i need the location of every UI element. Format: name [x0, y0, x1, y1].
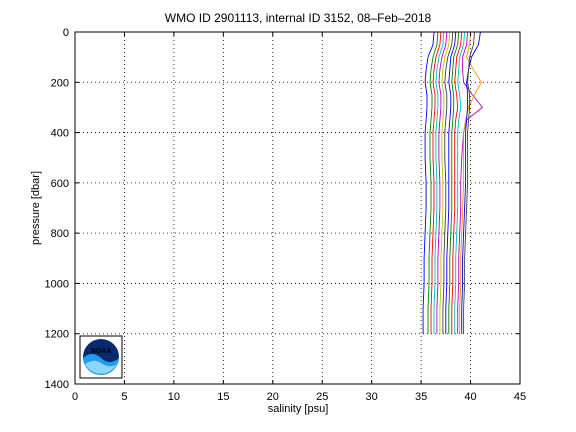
y-tick-label: 1400	[45, 379, 69, 391]
series-line-15	[463, 31, 475, 334]
x-tick-label: 15	[217, 391, 229, 403]
series-line-5	[436, 31, 448, 334]
series-line-11	[454, 31, 466, 334]
y-tick-label: 1200	[45, 329, 69, 341]
y-tick-label: 0	[63, 27, 69, 39]
grid	[75, 32, 520, 384]
y-tick-label: 800	[51, 228, 69, 240]
x-tick-label: 45	[514, 391, 526, 403]
series-line-13	[459, 31, 482, 334]
y-tick-label: 600	[51, 178, 69, 190]
plot-frame	[74, 31, 521, 385]
series-line-4	[433, 31, 445, 334]
y-tick-label: 200	[51, 77, 69, 89]
x-tick-label: 30	[366, 391, 378, 403]
x-tick-label: 5	[121, 391, 127, 403]
chart-title: WMO ID 2901113, internal ID 3152, 08–Feb…	[165, 11, 432, 25]
y-tick-label: 1000	[45, 278, 69, 290]
x-tick-label: 35	[415, 391, 427, 403]
x-tick-label: 40	[464, 391, 476, 403]
y-axis-label: pressure [dbar]	[30, 171, 42, 245]
x-tick-label: 0	[72, 391, 78, 403]
y-tick-label: 400	[51, 128, 69, 140]
series-line-6	[439, 31, 451, 334]
plot-area	[75, 32, 520, 384]
series-line-9	[448, 31, 460, 334]
x-tick-label: 25	[316, 391, 328, 403]
series-line-2	[427, 31, 439, 334]
series-line-7	[442, 31, 454, 334]
series-line-8	[445, 31, 457, 334]
x-tick-label: 20	[267, 391, 279, 403]
series-line-10	[451, 31, 463, 334]
noaa-logo-wave-light	[85, 360, 117, 374]
series-line-3	[430, 31, 442, 334]
noaa-logo-text: NOAA	[91, 348, 112, 355]
x-tick-labels: 0 5 10 15 20 25 30 35 40 45	[72, 391, 526, 403]
x-tick-label: 10	[168, 391, 180, 403]
x-axis-label: salinity [psu]	[268, 403, 329, 415]
series-line-14	[461, 31, 481, 334]
noaa-logo: NOAA	[79, 335, 123, 379]
axis-ticks	[74, 31, 521, 385]
y-tick-labels: 0 200 400 600 800 1000 1200 1400	[45, 27, 69, 391]
series-line-1	[422, 31, 435, 334]
series-layer	[422, 31, 484, 334]
